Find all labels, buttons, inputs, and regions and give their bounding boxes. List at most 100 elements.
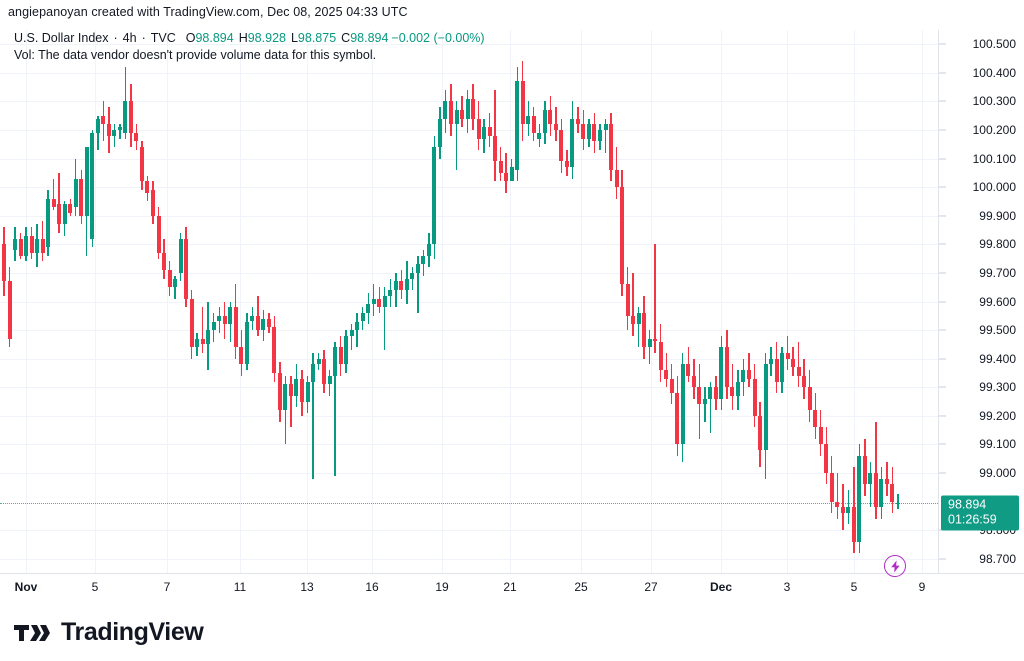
candle-wick xyxy=(312,352,314,479)
legend-symbol[interactable]: U.S. Dollar Index xyxy=(14,31,109,45)
legend-exchange: TVC xyxy=(150,31,176,45)
candle-body xyxy=(857,455,862,542)
candle-wick xyxy=(384,287,386,351)
price-axis[interactable]: 100.500 100.400 100.300 100.200 100.100 100.0… xyxy=(939,30,1024,573)
candle-body xyxy=(382,295,387,308)
candle-body xyxy=(504,172,509,182)
current-price-line xyxy=(0,503,938,505)
candle-wick xyxy=(875,421,877,519)
candle-body xyxy=(575,118,580,125)
candle-body xyxy=(526,115,531,125)
horizontal-gridline xyxy=(0,216,938,217)
candle-wick xyxy=(648,330,651,365)
candle-body xyxy=(603,124,608,130)
price-tick-mark xyxy=(939,558,946,560)
chart-plot-area[interactable] xyxy=(0,30,938,573)
horizontal-gridline xyxy=(0,359,938,360)
candle-body xyxy=(272,327,277,373)
candle-body xyxy=(752,378,757,416)
candle-body xyxy=(763,364,768,451)
candle-wick xyxy=(119,124,121,139)
candle-body xyxy=(134,132,139,142)
candle-body xyxy=(437,118,442,148)
candle-wick xyxy=(842,484,844,531)
vertical-gridline xyxy=(510,30,511,573)
candle-body xyxy=(415,264,420,273)
candle-body xyxy=(465,98,470,119)
candle-body xyxy=(471,98,476,119)
bar-countdown-timer: 01:26:59 xyxy=(948,512,997,527)
candle-body xyxy=(884,478,889,485)
candle-wick xyxy=(797,341,800,388)
price-tick-mark xyxy=(939,129,946,131)
candle-body xyxy=(123,101,128,133)
candle-wick xyxy=(174,275,176,299)
vertical-gridline xyxy=(922,30,923,573)
candle-body xyxy=(344,335,349,365)
candle-wick xyxy=(869,461,872,508)
current-price-badge[interactable]: 98.894 01:26:59 xyxy=(941,495,1019,531)
tradingview-wordmark: TradingView xyxy=(61,618,204,646)
price-tick-mark xyxy=(939,100,946,102)
candle-body xyxy=(708,387,713,399)
candle-body xyxy=(614,170,619,188)
horizontal-gridline xyxy=(0,159,938,160)
candle-body xyxy=(101,115,106,125)
candle-body xyxy=(664,370,669,379)
candle-body xyxy=(393,281,398,291)
lightning-bolt-icon[interactable] xyxy=(884,555,906,577)
tradingview-logo: TradingView xyxy=(14,618,204,647)
price-axis-label: 100.000 xyxy=(972,180,1016,195)
candle-body xyxy=(371,298,376,305)
price-tick-mark xyxy=(939,329,946,331)
time-axis-label: 5 xyxy=(850,580,858,594)
candle-body xyxy=(813,410,818,428)
candle-body xyxy=(410,272,415,279)
candle-body xyxy=(553,124,558,130)
candle-wick xyxy=(113,124,116,148)
candle-body xyxy=(531,115,536,133)
candle-body xyxy=(460,110,465,119)
horizontal-gridline xyxy=(0,416,938,417)
candle-body xyxy=(68,204,73,213)
candle-body xyxy=(691,375,696,388)
vertical-gridline xyxy=(167,30,168,573)
candle-body xyxy=(322,358,327,385)
candle-wick xyxy=(847,490,850,525)
candle-body xyxy=(29,235,34,253)
time-axis[interactable]: Nov 5 7 11 13 16 19 21 25 27 Dec 3 5 9 xyxy=(0,574,1024,604)
legend-open-value: 98.894 xyxy=(195,31,234,45)
candle-body xyxy=(443,101,448,119)
price-tick-mark xyxy=(939,301,946,302)
candle-body xyxy=(239,347,244,365)
candle-body xyxy=(840,507,845,513)
candle-body xyxy=(2,244,6,282)
candle-body xyxy=(217,315,222,322)
candle-body xyxy=(377,298,382,308)
candle-body xyxy=(206,330,211,345)
candle-body xyxy=(366,304,371,313)
candle-body xyxy=(117,127,122,130)
price-tick-mark xyxy=(939,215,946,217)
time-axis-label: Dec xyxy=(709,580,733,594)
candle-body xyxy=(609,124,614,171)
candle-body xyxy=(173,278,178,288)
time-axis-label: 13 xyxy=(300,580,314,594)
candle-body xyxy=(735,381,740,396)
candle-body xyxy=(476,118,481,139)
price-axis-label: 100.100 xyxy=(972,151,1016,166)
candle-body xyxy=(509,167,514,182)
legend-high-key: H xyxy=(238,31,248,45)
candle-body xyxy=(719,347,724,399)
candle-body xyxy=(564,161,569,168)
candle-wick xyxy=(86,204,88,256)
price-axis-label: 99.200 xyxy=(979,408,1016,423)
legend-interval[interactable]: 4h xyxy=(122,31,137,45)
candle-body xyxy=(277,372,282,411)
candle-body xyxy=(702,398,707,405)
price-axis-label: 99.600 xyxy=(979,294,1016,309)
candle-body xyxy=(18,238,23,256)
candle-body xyxy=(498,161,503,173)
price-axis-label: 99.100 xyxy=(979,437,1016,452)
horizontal-gridline xyxy=(0,187,938,188)
